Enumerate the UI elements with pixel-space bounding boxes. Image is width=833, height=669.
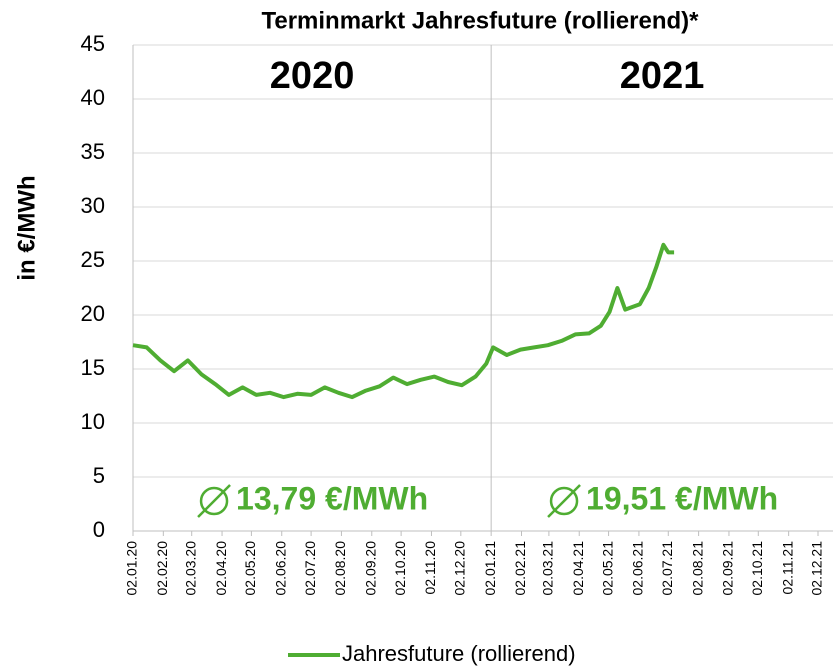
- x-tick-label: 02.03.20: [182, 541, 198, 596]
- x-tick-label: 02.04.21: [570, 541, 586, 596]
- y-tick-label: 15: [81, 355, 105, 380]
- x-tick-label: 02.04.20: [213, 541, 229, 596]
- x-tick-label: 02.12.20: [452, 541, 468, 596]
- y-tick-label: 5: [93, 463, 105, 488]
- x-tick-label: 02.02.20: [154, 541, 170, 596]
- period-average: 19,51 €/MWh: [547, 480, 778, 518]
- y-tick-label: 40: [81, 85, 105, 110]
- x-tick-label: 02.07.21: [659, 541, 675, 596]
- x-tick-label: 02.10.20: [392, 541, 408, 596]
- data-line: [132, 242, 675, 400]
- average-label: 19,51 €/MWh: [586, 480, 778, 516]
- average-symbol: [547, 484, 581, 518]
- y-tick-label: 20: [81, 301, 105, 326]
- x-tick-label: 02.03.21: [540, 541, 556, 596]
- y-tick-label: 25: [81, 247, 105, 272]
- y-tick-label: 35: [81, 139, 105, 164]
- x-tick-label: 02.01.20: [124, 541, 140, 596]
- x-tick-label: 02.06.20: [272, 541, 288, 596]
- x-tick-label: 02.01.21: [482, 541, 498, 596]
- x-tick-label: 02.05.20: [242, 541, 258, 596]
- x-tick-label: 02.02.21: [512, 541, 528, 596]
- x-tick-label: 02.09.21: [720, 541, 736, 596]
- average-label: 13,79 €/MWh: [236, 480, 428, 516]
- x-tick-label: 02.09.20: [362, 541, 378, 596]
- chart-title: Terminmarkt Jahresfuture (rollierend)*: [261, 7, 699, 34]
- x-tick-label: 02.05.21: [599, 541, 615, 596]
- x-tick-label: 02.12.21: [809, 541, 825, 596]
- y-tick-label: 30: [81, 193, 105, 218]
- period-label: 2021: [620, 55, 705, 97]
- y-axis-label: in €/MWh: [13, 175, 40, 280]
- period-label: 2020: [270, 55, 355, 97]
- average-symbol: [199, 486, 229, 516]
- x-tick-label: 02.08.20: [332, 541, 348, 596]
- x-tick-label: 02.10.21: [749, 541, 765, 596]
- y-tick-label: 0: [93, 517, 105, 542]
- x-tick-label: 02.08.21: [689, 541, 705, 596]
- y-tick-label: 45: [81, 31, 105, 56]
- x-tick-label: 02.11.20: [422, 541, 438, 595]
- x-tick-label: 02.06.21: [630, 541, 646, 596]
- average-symbol: [549, 486, 579, 516]
- y-tick-label: 10: [81, 409, 105, 434]
- period-average: 13,79 €/MWh: [197, 480, 428, 518]
- x-tick-label: 02.11.21: [779, 541, 795, 595]
- x-tick-label: 02.07.20: [302, 541, 318, 596]
- legend-label: Jahresfuture (rollierend): [342, 641, 576, 666]
- average-symbol: [197, 484, 231, 518]
